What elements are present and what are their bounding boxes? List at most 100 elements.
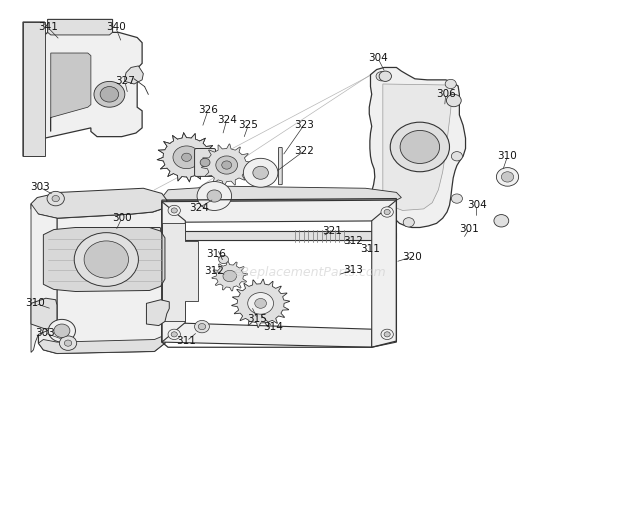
Circle shape bbox=[94, 81, 125, 107]
Circle shape bbox=[255, 298, 267, 308]
Polygon shape bbox=[23, 19, 142, 156]
Circle shape bbox=[163, 138, 210, 177]
Circle shape bbox=[384, 210, 390, 214]
Text: 306: 306 bbox=[436, 89, 456, 99]
Circle shape bbox=[381, 329, 393, 339]
Text: 341: 341 bbox=[38, 22, 58, 32]
Circle shape bbox=[197, 182, 232, 211]
Circle shape bbox=[60, 336, 77, 350]
Circle shape bbox=[52, 196, 60, 202]
Circle shape bbox=[451, 194, 463, 203]
Text: 321: 321 bbox=[322, 226, 342, 236]
Text: eReplacementParts.com: eReplacementParts.com bbox=[234, 266, 386, 279]
Polygon shape bbox=[23, 22, 45, 156]
Text: 311: 311 bbox=[177, 336, 197, 346]
Polygon shape bbox=[162, 223, 198, 321]
Circle shape bbox=[502, 172, 514, 182]
Circle shape bbox=[84, 241, 128, 278]
Circle shape bbox=[390, 122, 450, 172]
Polygon shape bbox=[212, 261, 247, 291]
Polygon shape bbox=[383, 84, 452, 211]
Text: 324: 324 bbox=[189, 203, 209, 213]
Polygon shape bbox=[38, 200, 167, 353]
Circle shape bbox=[171, 332, 177, 337]
Circle shape bbox=[223, 270, 237, 282]
Text: 300: 300 bbox=[112, 213, 131, 223]
Circle shape bbox=[216, 156, 237, 174]
Text: 311: 311 bbox=[361, 244, 381, 254]
Circle shape bbox=[168, 206, 180, 215]
Circle shape bbox=[376, 216, 386, 225]
Polygon shape bbox=[43, 227, 165, 292]
Circle shape bbox=[403, 217, 414, 227]
Circle shape bbox=[182, 153, 192, 161]
Polygon shape bbox=[51, 53, 91, 131]
Text: 323: 323 bbox=[294, 120, 314, 130]
Polygon shape bbox=[48, 19, 112, 35]
Polygon shape bbox=[162, 200, 396, 222]
Polygon shape bbox=[370, 67, 466, 227]
Text: 316: 316 bbox=[206, 249, 226, 260]
Polygon shape bbox=[162, 322, 372, 347]
Circle shape bbox=[248, 293, 273, 314]
Polygon shape bbox=[372, 200, 396, 347]
Text: 304: 304 bbox=[368, 53, 388, 63]
Circle shape bbox=[243, 158, 278, 187]
Circle shape bbox=[497, 168, 518, 186]
Polygon shape bbox=[125, 66, 143, 84]
Circle shape bbox=[198, 323, 206, 330]
Text: 312: 312 bbox=[343, 237, 363, 247]
Circle shape bbox=[376, 72, 387, 81]
Text: 310: 310 bbox=[25, 298, 45, 308]
Text: 322: 322 bbox=[294, 146, 314, 156]
Text: 325: 325 bbox=[238, 120, 258, 130]
Polygon shape bbox=[162, 202, 185, 342]
Circle shape bbox=[47, 192, 64, 206]
Circle shape bbox=[222, 161, 232, 169]
Text: 313: 313 bbox=[343, 265, 363, 275]
Circle shape bbox=[400, 130, 440, 163]
Polygon shape bbox=[232, 279, 290, 327]
FancyBboxPatch shape bbox=[195, 148, 216, 176]
Polygon shape bbox=[162, 186, 401, 200]
Circle shape bbox=[48, 319, 76, 342]
Text: 310: 310 bbox=[498, 151, 517, 161]
Circle shape bbox=[64, 340, 72, 346]
Text: 320: 320 bbox=[402, 252, 422, 262]
Text: 314: 314 bbox=[263, 322, 283, 332]
FancyBboxPatch shape bbox=[278, 147, 282, 185]
Polygon shape bbox=[31, 204, 57, 352]
Circle shape bbox=[74, 233, 138, 286]
Circle shape bbox=[446, 94, 461, 107]
Circle shape bbox=[384, 332, 390, 337]
Circle shape bbox=[200, 158, 210, 167]
Text: 315: 315 bbox=[247, 314, 267, 324]
Text: 327: 327 bbox=[115, 76, 135, 86]
Circle shape bbox=[173, 146, 200, 169]
Circle shape bbox=[253, 166, 268, 179]
Polygon shape bbox=[31, 298, 57, 329]
Circle shape bbox=[168, 329, 180, 339]
Polygon shape bbox=[146, 300, 169, 325]
Circle shape bbox=[379, 71, 391, 81]
Circle shape bbox=[219, 255, 229, 264]
Text: 303: 303 bbox=[30, 182, 50, 192]
Circle shape bbox=[381, 207, 393, 217]
Circle shape bbox=[207, 190, 221, 202]
Text: 312: 312 bbox=[205, 266, 224, 276]
Polygon shape bbox=[157, 133, 216, 182]
Text: 324: 324 bbox=[217, 115, 237, 125]
Polygon shape bbox=[38, 334, 167, 353]
Text: 340: 340 bbox=[105, 22, 125, 32]
Circle shape bbox=[100, 87, 118, 102]
Text: 303: 303 bbox=[35, 328, 55, 338]
Circle shape bbox=[451, 152, 463, 161]
Text: 301: 301 bbox=[459, 224, 479, 234]
Polygon shape bbox=[31, 188, 167, 218]
Circle shape bbox=[171, 208, 177, 213]
Circle shape bbox=[195, 320, 210, 333]
Text: 304: 304 bbox=[467, 200, 487, 210]
Polygon shape bbox=[202, 144, 252, 186]
Text: 326: 326 bbox=[198, 105, 218, 115]
Circle shape bbox=[445, 79, 456, 89]
